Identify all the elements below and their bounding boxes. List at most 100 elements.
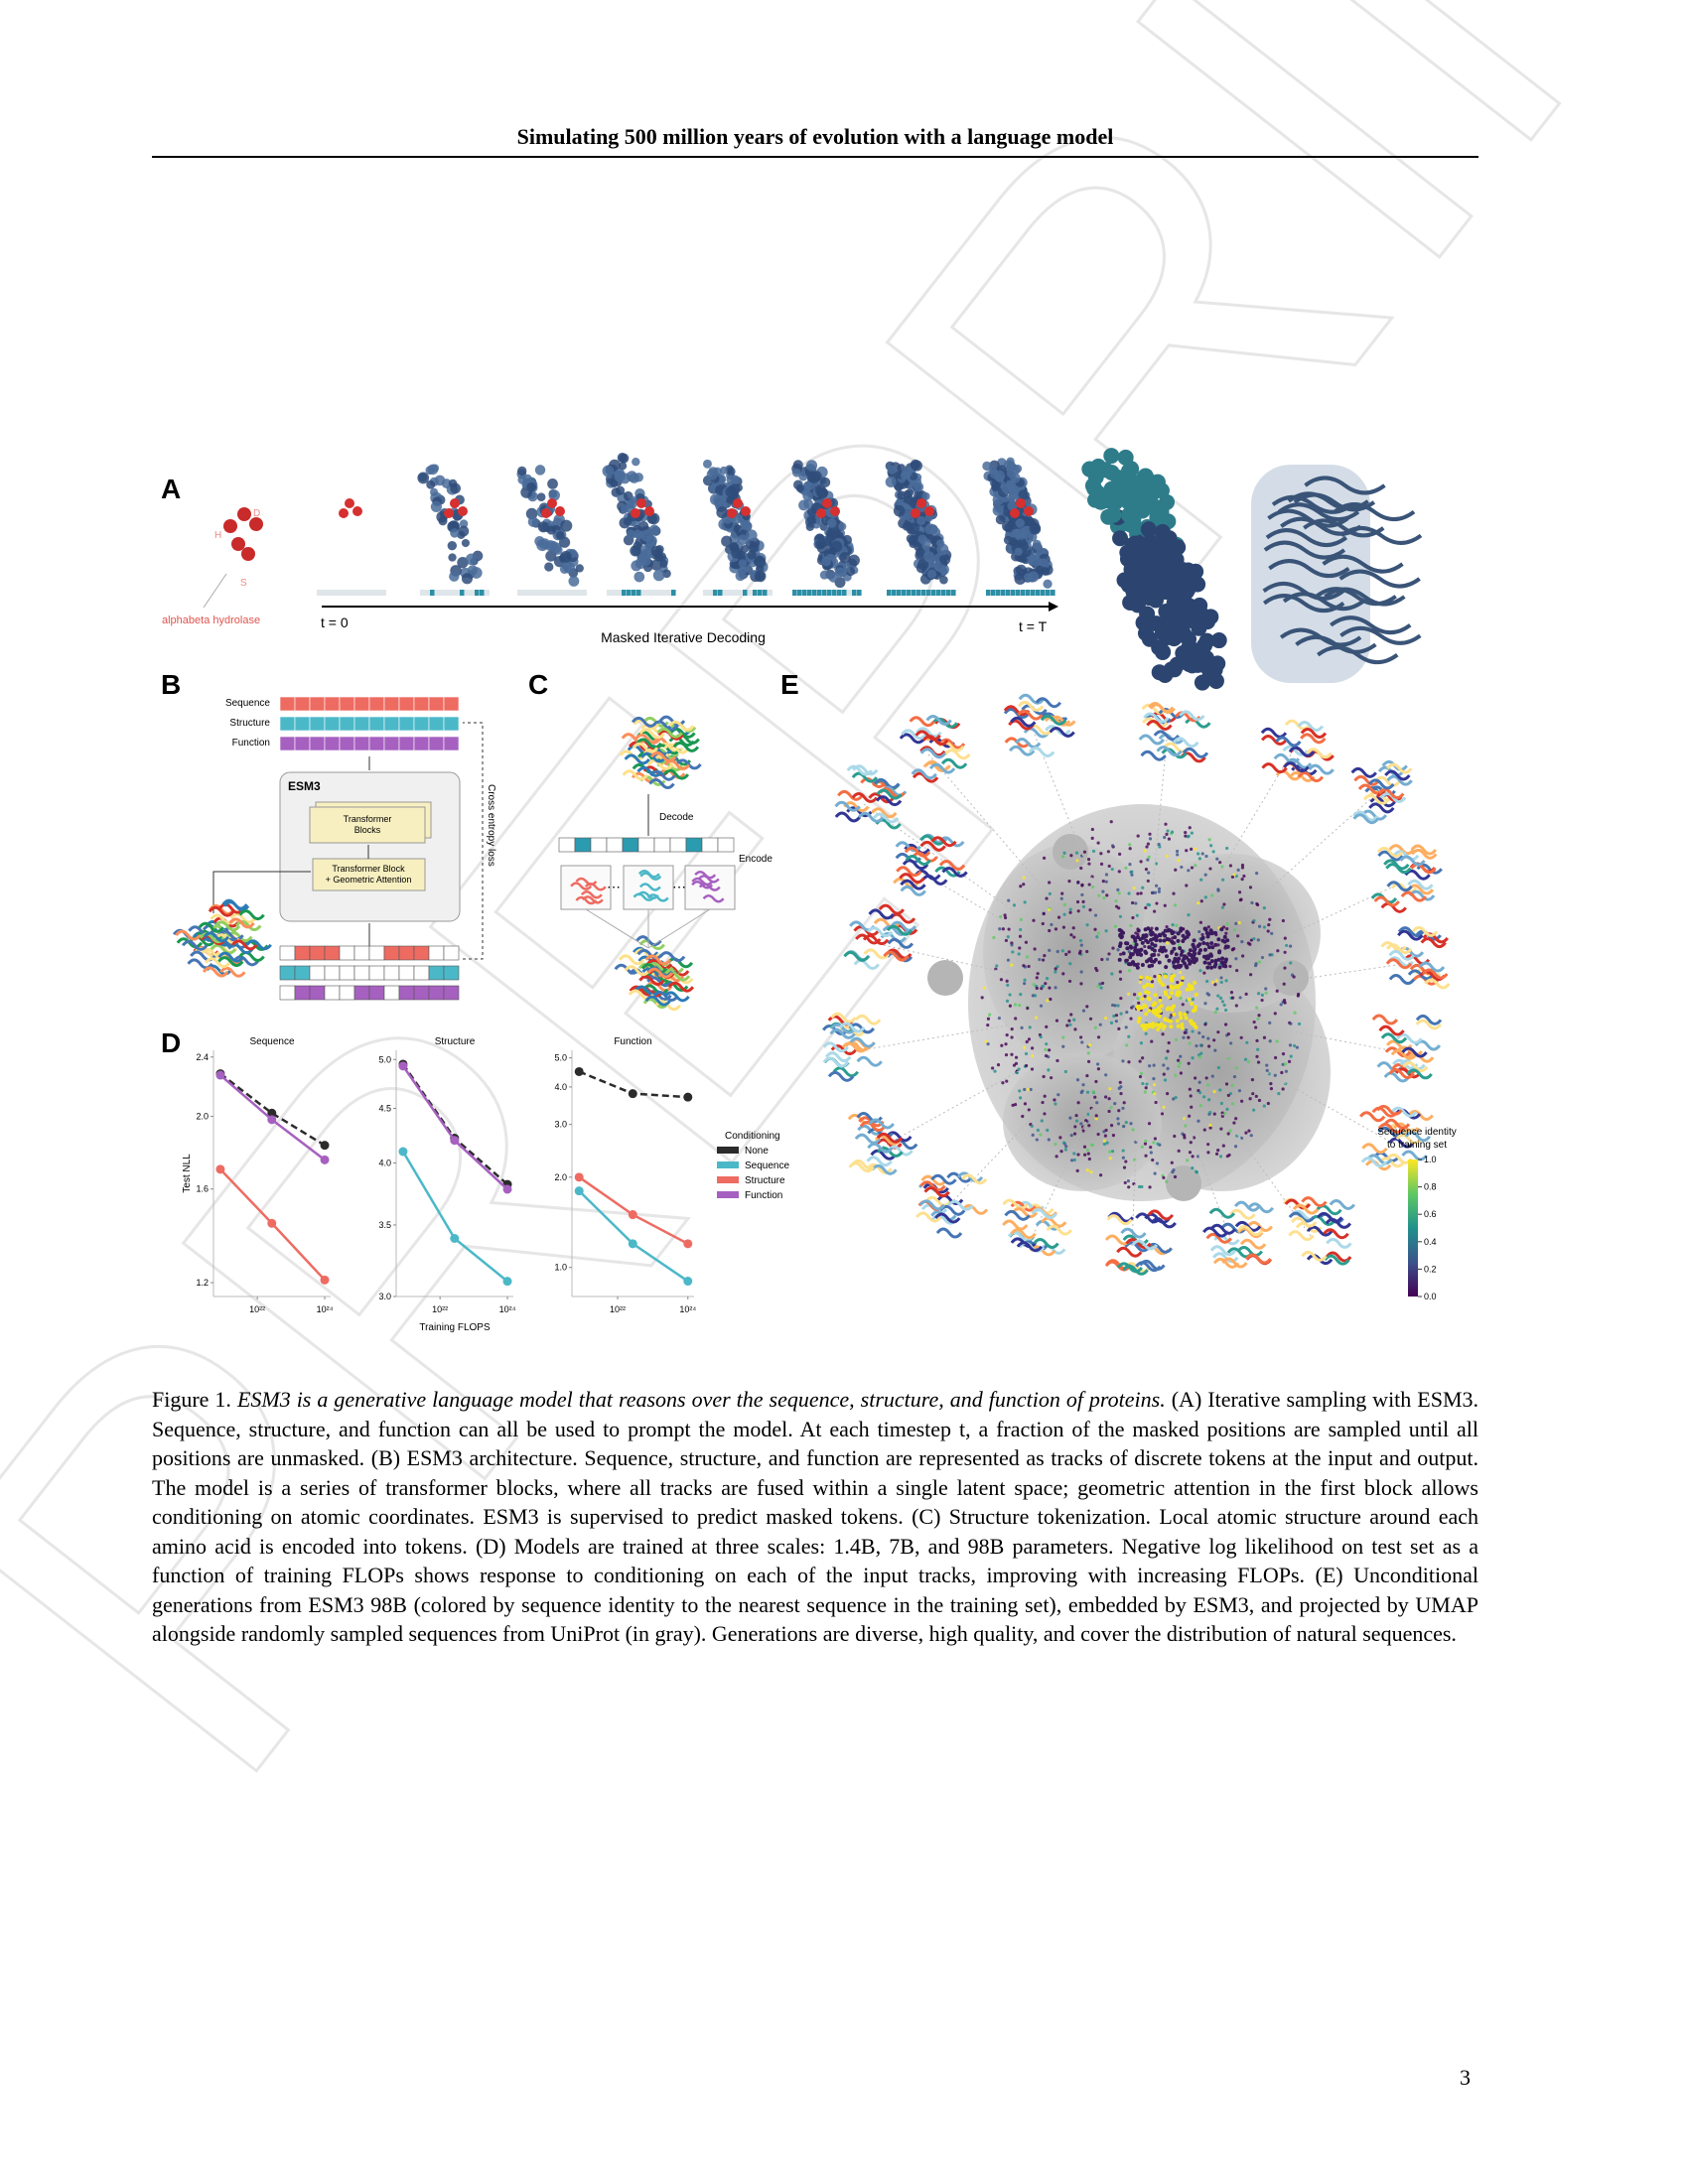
model-name: ESM3	[288, 779, 321, 793]
generation-point	[1174, 952, 1179, 957]
generation-point	[1024, 940, 1029, 944]
generation-point	[1197, 1091, 1202, 1095]
token	[398, 945, 415, 961]
generation-point	[1292, 975, 1296, 979]
generation-point	[1031, 1133, 1035, 1137]
y-tick-label: 2.4	[196, 1052, 209, 1062]
generation-point	[1046, 1128, 1050, 1133]
token	[951, 590, 956, 596]
generation-point	[1215, 1007, 1219, 1011]
generation-point	[1216, 994, 1220, 998]
atom	[1015, 564, 1027, 576]
generation-point	[1265, 1063, 1269, 1067]
generation-point	[1048, 986, 1052, 990]
ribbon	[1309, 1214, 1336, 1226]
y-tick-label: 4.0	[378, 1159, 391, 1168]
ribbon	[887, 937, 914, 949]
atom	[1163, 661, 1180, 678]
generation-point	[1135, 965, 1140, 970]
token-track	[607, 590, 676, 596]
generation-point	[1156, 1026, 1161, 1031]
motif-name: alphabeta hydrolase	[162, 614, 260, 626]
generation-point	[1010, 963, 1014, 967]
token	[398, 985, 415, 1001]
generation-point	[1213, 930, 1218, 935]
ribbon	[1288, 746, 1316, 757]
ribbon	[1003, 708, 1031, 720]
token	[936, 590, 941, 596]
generation-point	[1148, 837, 1153, 841]
ribbon	[1395, 1133, 1423, 1145]
active-site	[1010, 508, 1020, 518]
generation-point	[1117, 957, 1122, 962]
generation-point	[1114, 1014, 1119, 1018]
generation-point	[1180, 949, 1185, 954]
ribbon	[944, 749, 971, 760]
generation-point	[1149, 1145, 1153, 1150]
generation-point	[1262, 906, 1266, 910]
generation-point	[1085, 923, 1089, 927]
ribbon	[202, 966, 229, 978]
atom	[902, 467, 913, 478]
generation-point	[1213, 962, 1218, 967]
ribbon	[915, 1211, 942, 1223]
ribbon	[1041, 1216, 1067, 1228]
token	[428, 985, 445, 1001]
generation-point	[1055, 1019, 1059, 1023]
generation-point	[1117, 1109, 1121, 1113]
generation-point	[1137, 1016, 1142, 1021]
token	[368, 736, 385, 751]
generation-point	[1226, 1056, 1230, 1060]
generation-point	[1268, 917, 1272, 921]
generation-point	[1162, 1175, 1166, 1180]
token	[996, 590, 1001, 596]
ribbon	[1339, 625, 1422, 645]
generation-point	[1246, 1060, 1251, 1064]
generation-point	[1184, 1016, 1189, 1021]
ribbon	[1388, 974, 1416, 986]
token	[907, 590, 912, 596]
running-header: Simulating 500 million years of evolutio…	[516, 124, 1114, 149]
atom	[885, 476, 897, 488]
ribbon	[1388, 949, 1415, 961]
atom	[1123, 461, 1140, 478]
generation-point	[1198, 948, 1203, 953]
ribbon	[618, 954, 645, 966]
token	[413, 985, 430, 1001]
ribbon	[829, 1023, 857, 1034]
generation-point	[1110, 972, 1114, 976]
atom	[633, 529, 642, 539]
generation-point	[1118, 852, 1122, 856]
generation-point	[1044, 1047, 1048, 1051]
generation-point	[1172, 1012, 1177, 1017]
ribbon	[938, 738, 966, 750]
ribbon	[1017, 709, 1044, 721]
ribbon	[1317, 645, 1399, 665]
ribbon	[1378, 1024, 1405, 1036]
generation-point	[1202, 947, 1207, 952]
generation-point	[1110, 1150, 1115, 1154]
token	[339, 716, 355, 732]
generation-point	[1126, 992, 1131, 996]
ribbon	[175, 929, 202, 941]
y-tick-label: 1.0	[554, 1263, 567, 1273]
generation-point	[1193, 980, 1197, 985]
generation-point	[1260, 998, 1264, 1003]
ribbon	[1380, 901, 1407, 913]
token	[398, 965, 415, 981]
generation-point	[1255, 872, 1259, 876]
generation-point	[1172, 1097, 1176, 1101]
token	[812, 590, 817, 596]
ribbon	[1040, 1243, 1066, 1255]
atom	[525, 507, 538, 520]
token	[480, 590, 485, 596]
generation-point	[1158, 948, 1163, 953]
token	[398, 736, 415, 751]
ribbon	[961, 1203, 989, 1215]
generation-point	[1207, 961, 1212, 966]
chart-title: Sequence	[249, 1036, 294, 1047]
ribbon	[662, 768, 690, 780]
generation-point	[1230, 948, 1235, 952]
token	[324, 945, 341, 961]
